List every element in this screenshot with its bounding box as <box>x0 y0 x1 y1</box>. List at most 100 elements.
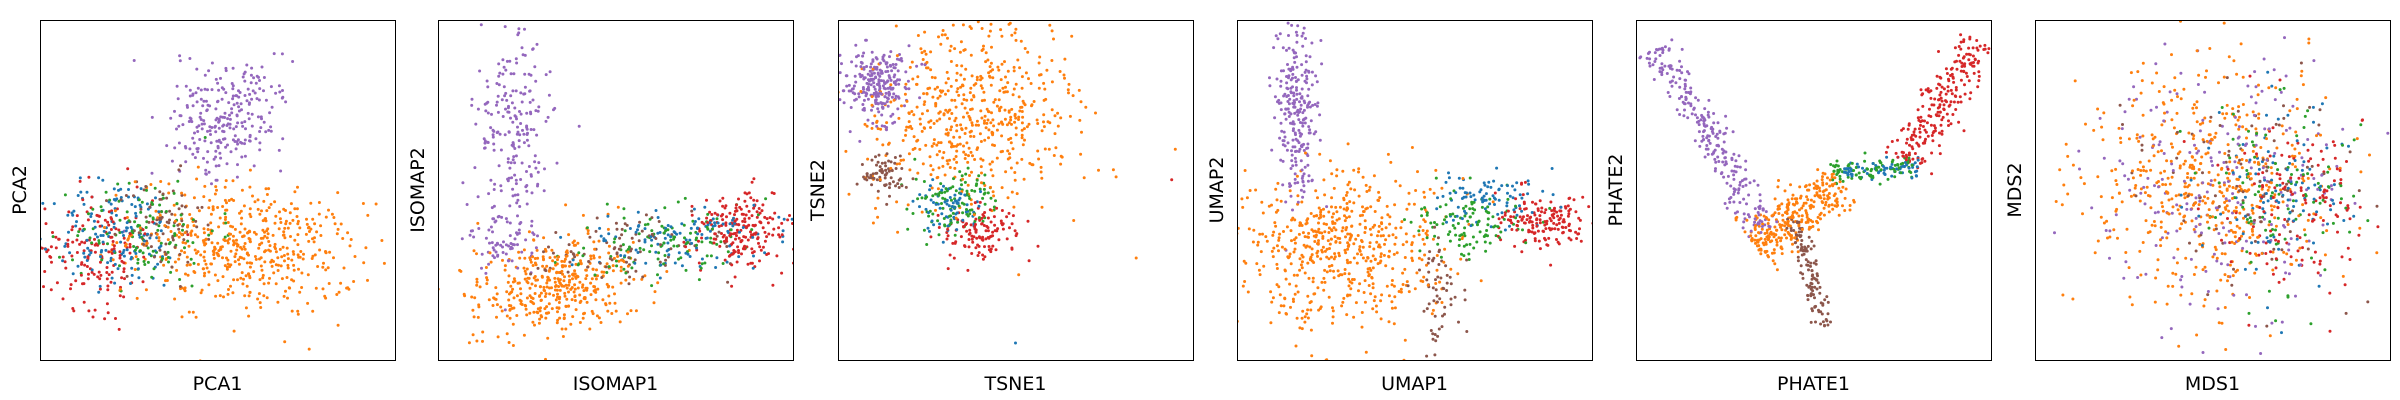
data-point-green <box>136 261 140 265</box>
data-point-orange <box>1027 77 1030 81</box>
data-point-green <box>622 216 626 220</box>
data-point-green <box>715 242 719 246</box>
data-point-blue <box>926 226 930 230</box>
data-point-red <box>749 230 752 234</box>
data-point-red <box>1514 197 1518 201</box>
data-point-brown <box>144 185 148 188</box>
data-point-red <box>1005 237 1009 241</box>
data-point-orange <box>989 121 993 125</box>
data-point-purple <box>1304 54 1308 58</box>
data-point-purple <box>903 85 907 89</box>
data-point-purple <box>1284 107 1288 111</box>
data-point-orange <box>1277 249 1280 253</box>
data-point-orange <box>227 199 231 202</box>
data-point-orange <box>1258 273 1262 277</box>
data-point-blue <box>1515 181 1519 185</box>
data-point-green <box>172 224 176 228</box>
data-point-orange <box>1290 239 1293 243</box>
data-point-orange <box>243 242 247 245</box>
data-point-brown <box>170 212 174 216</box>
data-point-red <box>1516 219 1520 223</box>
data-point-orange <box>319 224 323 228</box>
data-point-blue <box>1512 208 1516 212</box>
data-point-orange <box>592 285 596 288</box>
data-point-purple <box>243 142 246 146</box>
data-point-orange <box>536 256 540 260</box>
data-point-purple <box>883 102 887 106</box>
data-point-blue <box>637 224 641 227</box>
data-point-red <box>750 261 754 265</box>
data-point-orange <box>265 229 269 233</box>
data-point-orange <box>1020 128 1024 132</box>
data-point-red <box>1518 215 1522 219</box>
data-point-red <box>1574 210 1578 214</box>
data-point-orange <box>983 138 987 142</box>
data-point-green <box>97 239 101 243</box>
data-point-red <box>55 281 59 285</box>
data-point-orange <box>946 133 950 137</box>
data-point-purple <box>492 148 496 152</box>
data-point-orange <box>202 267 205 271</box>
data-point-purple <box>1287 46 1291 50</box>
data-point-green <box>1417 229 1421 233</box>
data-point-orange <box>311 237 314 241</box>
data-point-red <box>741 219 745 223</box>
data-point-orange <box>1279 304 1283 308</box>
data-point-green <box>176 179 180 183</box>
data-point-red <box>713 232 717 236</box>
data-point-orange <box>1364 259 1368 263</box>
data-point-purple <box>1325 205 1329 209</box>
data-point-brown <box>1465 330 1469 333</box>
data-point-red <box>705 198 708 202</box>
data-point-green <box>1425 236 1429 240</box>
data-point-orange <box>1245 196 1249 200</box>
data-point-orange <box>309 227 313 231</box>
data-point-orange <box>272 260 275 263</box>
data-point-orange <box>1391 267 1395 271</box>
data-point-blue <box>636 210 640 214</box>
data-point-purple <box>871 121 875 125</box>
data-point-purple <box>906 79 910 83</box>
data-point-blue <box>92 219 96 223</box>
data-point-orange <box>1328 159 1332 163</box>
data-point-purple <box>899 57 903 60</box>
data-point-green <box>1484 233 1488 237</box>
data-point-orange <box>1246 290 1250 294</box>
data-point-red <box>122 267 126 271</box>
data-point-green <box>1409 220 1413 224</box>
data-point-orange <box>289 202 293 206</box>
data-point-orange <box>511 287 515 291</box>
data-point-red <box>109 228 113 231</box>
data-point-orange <box>999 28 1003 32</box>
data-point-orange <box>523 303 527 307</box>
data-point-green <box>726 250 730 254</box>
data-point-blue <box>1444 180 1448 184</box>
data-point-blue <box>1445 220 1448 224</box>
data-point-red <box>1013 229 1017 233</box>
data-point-red <box>727 254 731 258</box>
data-point-orange <box>274 247 277 251</box>
data-point-purple <box>230 107 234 111</box>
data-point-blue <box>63 244 67 248</box>
data-point-orange <box>269 202 273 206</box>
data-point-purple <box>1300 176 1304 180</box>
data-point-green <box>1488 241 1492 245</box>
data-point-orange <box>507 274 511 278</box>
data-point-orange <box>1337 274 1341 278</box>
data-point-orange <box>1377 199 1381 202</box>
data-point-brown <box>1431 332 1435 336</box>
data-point-orange <box>949 84 953 88</box>
data-point-blue <box>658 276 662 280</box>
data-point-orange <box>188 213 192 216</box>
data-point-orange <box>1050 59 1054 62</box>
data-point-red <box>1566 204 1570 208</box>
data-point-blue <box>598 226 602 230</box>
data-point-orange <box>1393 295 1397 299</box>
data-point-purple <box>878 61 882 65</box>
data-point-orange <box>952 157 956 161</box>
data-point-orange <box>955 64 959 67</box>
data-point-orange <box>955 71 959 75</box>
data-point-blue <box>695 246 698 250</box>
data-point-brown <box>620 233 624 237</box>
data-point-orange <box>1298 257 1302 261</box>
